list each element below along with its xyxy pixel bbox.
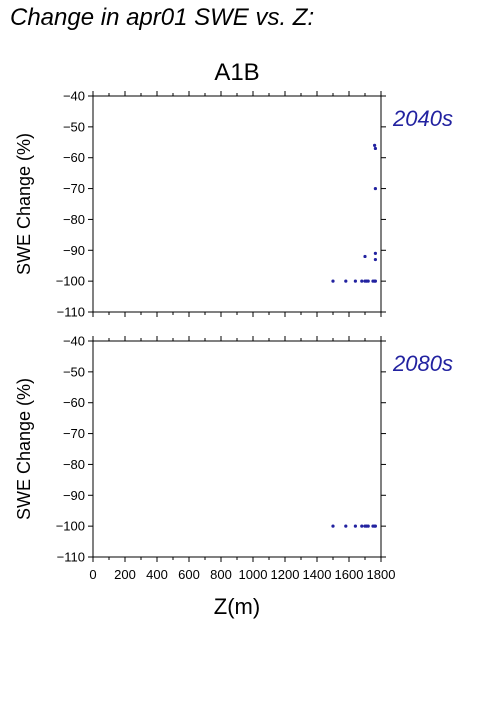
- y-tick-label: −70: [63, 426, 85, 441]
- data-point: [373, 524, 377, 528]
- x-axis-label: Z(m): [214, 594, 260, 619]
- scenario-label: A1B: [214, 59, 259, 86]
- y-tick-label: −110: [57, 305, 85, 320]
- y-tick-label: −40: [63, 334, 85, 349]
- y-tick-label: −110: [57, 550, 85, 565]
- period-label-2: 2080s: [392, 351, 453, 376]
- y-tick-label: −60: [63, 150, 85, 165]
- x-tick-label: 1000: [239, 567, 268, 582]
- data-point: [344, 524, 348, 528]
- data-point: [331, 524, 335, 528]
- y-tick-label: −40: [63, 89, 85, 104]
- data-point: [363, 254, 367, 259]
- y-tick-label: −70: [63, 181, 85, 196]
- y-tick-label: −80: [63, 457, 85, 472]
- data-point: [366, 279, 370, 283]
- y-tick-label: −50: [63, 364, 85, 379]
- data-point: [373, 186, 377, 191]
- plot-frame-1: [92, 95, 382, 313]
- data-point: [353, 279, 357, 283]
- data-point: [344, 279, 348, 283]
- data-point: [353, 524, 357, 528]
- data-point: [366, 524, 370, 528]
- x-tick-label: 800: [210, 567, 232, 582]
- x-tick-label: 0: [89, 567, 96, 582]
- data-point: [373, 251, 377, 255]
- x-tick-label: 1400: [303, 567, 332, 582]
- y-tick-label: −90: [63, 243, 85, 258]
- x-tick-label: 1600: [335, 567, 364, 582]
- y-axis-label-2: SWE Change (%): [14, 378, 34, 520]
- data-point: [360, 279, 364, 283]
- data-point: [373, 146, 377, 151]
- data-point: [373, 143, 377, 147]
- x-tick-label: 400: [146, 567, 168, 582]
- y-tick-label: −60: [63, 395, 85, 410]
- x-tick-label: 1800: [367, 567, 396, 582]
- plot-frame-2: [92, 340, 382, 558]
- x-tick-label: 1200: [271, 567, 300, 582]
- x-tick-label: 600: [178, 567, 200, 582]
- y-axis-label-1: SWE Change (%): [14, 133, 34, 275]
- data-point: [331, 279, 335, 283]
- data-point: [373, 279, 377, 283]
- y-tick-label: −90: [63, 488, 85, 503]
- y-tick-label: −80: [63, 212, 85, 227]
- page-title: Change in apr01 SWE vs. Z:: [10, 4, 315, 31]
- y-tick-label: −50: [63, 119, 85, 134]
- y-tick-label: −100: [56, 274, 85, 289]
- data-point: [360, 524, 364, 528]
- period-label-1: 2040s: [392, 106, 453, 131]
- x-tick-label: 200: [114, 567, 136, 582]
- y-tick-label: −100: [56, 519, 85, 534]
- data-point: [373, 257, 377, 262]
